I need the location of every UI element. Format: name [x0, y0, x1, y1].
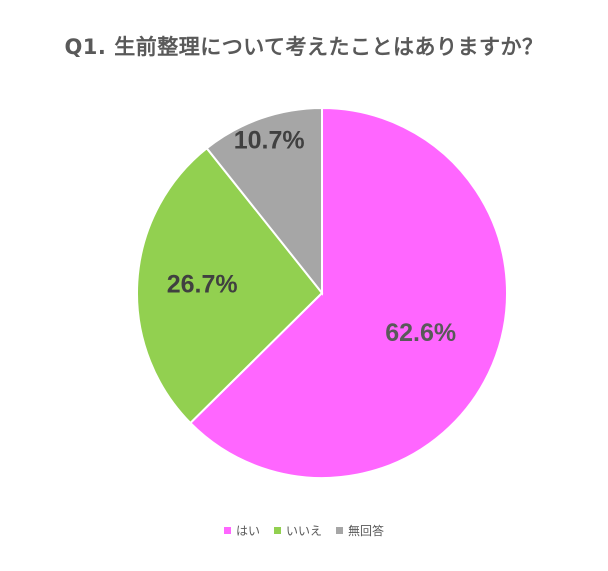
legend-item-mukaito[interactable]: 無回答: [336, 522, 384, 539]
pie-slices: [136, 106, 509, 479]
legend-item-hai[interactable]: はい: [223, 522, 260, 539]
pie-slice-mukaito[interactable]: [205, 106, 323, 296]
data-label-mukaito: 10.7%: [234, 127, 305, 155]
chart-title: Q1. 生前整理について考えたことはありますか？: [64, 35, 544, 59]
legend-swatch-mukaito: [336, 527, 343, 534]
pie-slice-iie[interactable]: [136, 146, 324, 425]
legend-label-mukaito: 無回答: [348, 524, 385, 538]
legend-label-hai: はい: [235, 524, 260, 538]
legend: はい いいえ 無回答: [0, 522, 608, 539]
data-label-iie: 26.7%: [167, 270, 238, 298]
legend-swatch-hai: [223, 527, 231, 534]
data-label-hai: 62.6%: [385, 319, 456, 347]
legend-item-iie[interactable]: いいえ: [273, 522, 322, 539]
pie-data-labels: 62.6% 26.7% 10.7%: [167, 127, 456, 347]
legend-label-iie: いいえ: [285, 524, 322, 538]
pie-slice-hai[interactable]: [188, 106, 509, 479]
legend-swatch-iie: [273, 527, 281, 534]
